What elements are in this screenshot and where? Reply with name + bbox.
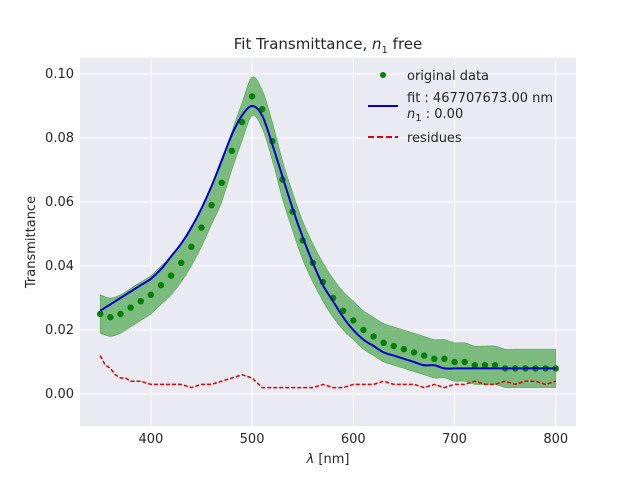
data-point bbox=[350, 317, 357, 324]
x-tick-label: 500 bbox=[240, 432, 265, 447]
x-axis-label-unit: [nm] bbox=[314, 452, 349, 467]
data-point bbox=[451, 358, 458, 366]
data-point bbox=[481, 362, 489, 369]
data-point bbox=[410, 349, 418, 356]
data-point bbox=[461, 358, 468, 366]
residues-line bbox=[99, 355, 557, 389]
data-points bbox=[97, 93, 559, 372]
data-point bbox=[228, 147, 236, 154]
data-point bbox=[107, 314, 114, 321]
data-point bbox=[360, 326, 367, 334]
chart-title-tail: free bbox=[388, 35, 422, 53]
data-point bbox=[339, 307, 347, 314]
data-point bbox=[471, 362, 478, 369]
data-point bbox=[420, 352, 428, 359]
x-axis-label: λ [nm] bbox=[306, 452, 350, 467]
y-tick-label: 0.04 bbox=[45, 259, 74, 274]
chart-title-sub: 1 bbox=[382, 45, 388, 56]
legend-fit-label-2-sub: 1 bbox=[415, 113, 421, 124]
data-point bbox=[137, 298, 144, 305]
data-point bbox=[491, 362, 499, 369]
data-point bbox=[390, 342, 397, 350]
data-point bbox=[431, 355, 438, 362]
legend-fit-label-2-tail: : 0.00 bbox=[422, 107, 464, 122]
x-tick-label: 800 bbox=[543, 432, 568, 447]
data-point bbox=[238, 118, 246, 126]
y-tick-label: 0.00 bbox=[45, 387, 74, 402]
data-point bbox=[188, 243, 195, 250]
data-point bbox=[441, 355, 448, 362]
data-point bbox=[97, 310, 104, 318]
data-point bbox=[167, 272, 175, 279]
error-band-area bbox=[99, 76, 557, 389]
error-band bbox=[99, 76, 557, 389]
data-point bbox=[218, 179, 225, 186]
tick-labels: 400 500 600 700 800 0.00 0.02 0.04 0.06 0.08 0.10 bbox=[45, 67, 568, 447]
x-axis-label-var: λ bbox=[306, 452, 315, 467]
y-tick-label: 0.10 bbox=[45, 67, 74, 82]
chart-title-var: n bbox=[372, 35, 382, 53]
fit-line bbox=[99, 104, 556, 370]
y-axis-label: Transmittance bbox=[24, 196, 39, 289]
data-point bbox=[259, 106, 266, 113]
legend-fit-label-1: fit : 467707673.00 nm bbox=[407, 91, 553, 106]
fit-curve bbox=[99, 104, 556, 370]
legend: original data fit : 467707673.00 nm n1 :… bbox=[368, 69, 553, 146]
data-point bbox=[157, 282, 165, 289]
data-point bbox=[380, 339, 387, 346]
x-tick-label: 700 bbox=[442, 432, 467, 447]
legend-residues-label: residues bbox=[407, 131, 462, 146]
chart-title-main: Fit Transmittance, bbox=[234, 35, 372, 53]
data-point bbox=[147, 291, 155, 298]
chart-title: Fit Transmittance, n1 free bbox=[234, 35, 422, 56]
data-point bbox=[198, 224, 205, 231]
x-tick-label: 400 bbox=[138, 432, 163, 447]
data-point bbox=[248, 93, 256, 100]
data-point bbox=[208, 202, 215, 209]
legend-fit-label-2-var: n bbox=[407, 107, 415, 122]
data-point bbox=[117, 310, 124, 318]
residues-curve bbox=[99, 355, 557, 389]
data-point bbox=[178, 259, 185, 266]
y-tick-label: 0.06 bbox=[45, 195, 74, 210]
data-point bbox=[127, 304, 134, 311]
x-tick-label: 600 bbox=[341, 432, 366, 447]
y-tick-label: 0.08 bbox=[45, 131, 74, 146]
data-point bbox=[370, 333, 377, 340]
legend-data-label: original data bbox=[407, 69, 489, 84]
legend-fit-label-2: n1 : 0.00 bbox=[407, 107, 463, 124]
data-point bbox=[400, 346, 408, 353]
legend-data-marker bbox=[380, 72, 386, 78]
y-tick-label: 0.02 bbox=[45, 323, 74, 338]
